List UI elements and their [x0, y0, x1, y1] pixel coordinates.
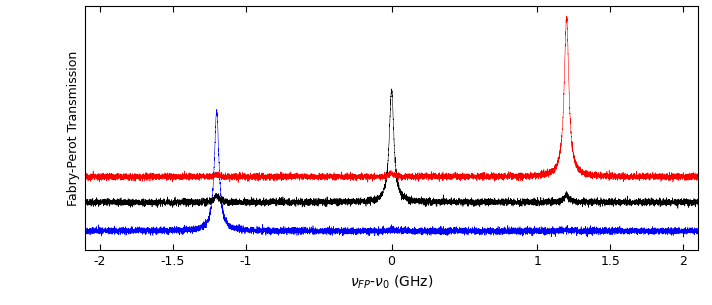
X-axis label: $\nu_{FP}$-$\nu_0$ (GHz): $\nu_{FP}$-$\nu_0$ (GHz): [350, 274, 434, 291]
Y-axis label: Fabry-Perot Transmission: Fabry-Perot Transmission: [67, 50, 80, 206]
